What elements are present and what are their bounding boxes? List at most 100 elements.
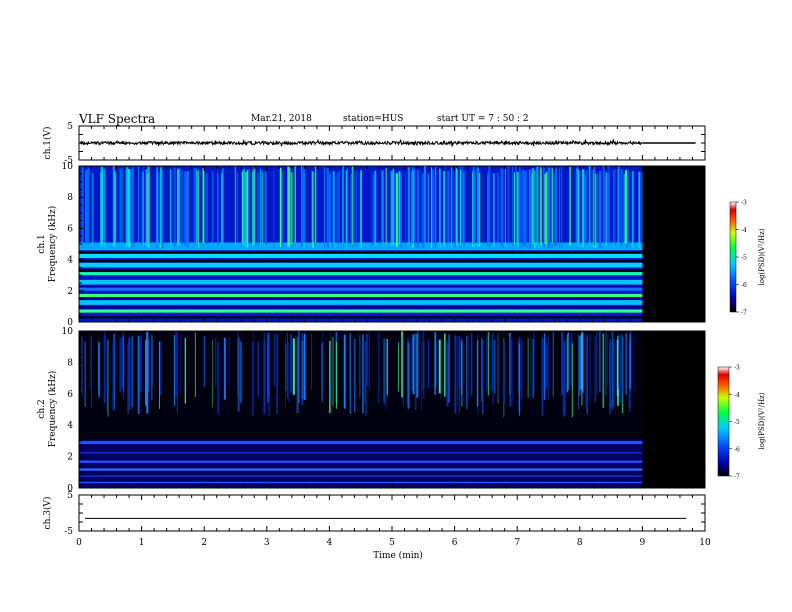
ch1-sferic (288, 168, 291, 245)
ch1-sferic (456, 170, 458, 247)
ch2-sferic (84, 341, 86, 408)
ch2-band-1 (79, 451, 643, 454)
ch2-sferic (228, 337, 230, 387)
colorbar-tick-label: -4 (734, 392, 740, 399)
ch1-sferic (631, 171, 634, 248)
ch2-sferic (273, 333, 276, 387)
ch2-band-3 (79, 468, 643, 471)
ch1-sferic (173, 167, 176, 247)
ch1-sferic (427, 173, 429, 244)
ch2-sferic (410, 336, 413, 391)
ch1-sferic (114, 171, 116, 246)
ch2-band-4 (79, 475, 643, 478)
ch1-sferic (435, 171, 437, 249)
ch2-sferic (571, 343, 573, 418)
ch2-sferic (532, 339, 534, 398)
ch1-sferic (345, 170, 348, 249)
ch2-sferic (160, 341, 162, 396)
ch1-sferic (100, 172, 103, 248)
ch1-sferic (599, 171, 600, 244)
ch1-sferic (501, 168, 504, 248)
ch1-sferic (492, 173, 495, 248)
ch1-sferic (447, 170, 450, 243)
ch1-sferic (195, 168, 197, 245)
ch1-sferic (487, 173, 489, 247)
ch2-sferic (349, 333, 350, 400)
ch2-sferic (377, 331, 380, 404)
ch2-sferic (520, 340, 523, 400)
ch2-sferic (497, 332, 499, 398)
ch2-sferic (137, 335, 140, 414)
xtick-label: 7 (514, 538, 520, 548)
ch1-sferic (594, 173, 597, 248)
ch2-sferic (594, 336, 597, 403)
ch1-sferic (81, 166, 83, 247)
ch2-sferic (435, 334, 437, 388)
ch2-sferic (364, 341, 366, 404)
ch2-sferic (605, 331, 607, 396)
ch2-low-bg (79, 439, 643, 488)
ch2-sferic (422, 331, 425, 391)
ch1-sferic (147, 166, 150, 248)
ch1-sferic (511, 167, 514, 246)
ch1-band-5 (79, 287, 643, 291)
ch2-sferic (296, 336, 299, 414)
ch2-sferic (577, 334, 579, 410)
ch1-sferic (253, 167, 256, 244)
ch1-sferic (303, 166, 305, 248)
ch2-sferic (482, 339, 484, 413)
ch1-sferic (548, 167, 551, 248)
ch1-sferic (500, 168, 503, 246)
ch2-sferic (276, 334, 278, 414)
ch2-sferic (335, 341, 337, 409)
ch2-sferic (98, 342, 101, 398)
ytick-label: 6 (67, 224, 73, 234)
colorbar-tick-label: -3 (741, 200, 747, 207)
ch2-sferic (328, 340, 331, 413)
ch1-sferic (323, 167, 326, 248)
ch1-sferic (395, 173, 398, 247)
ch1-sferic (528, 173, 531, 249)
ch1-sferic (137, 166, 139, 243)
ch2-sferic (128, 337, 131, 410)
ch2-sferic (456, 335, 459, 406)
ch2-sferic (311, 333, 312, 391)
ch1-sferic (443, 171, 446, 246)
ch1-sferic (577, 170, 580, 244)
ch1-sferic (124, 169, 126, 244)
ch1-sferic (553, 173, 556, 247)
ch1-sferic (627, 169, 629, 247)
station-label: station=HUS (343, 114, 404, 124)
ch1-gap-2 (79, 269, 643, 272)
ch1-sferic (626, 171, 628, 248)
ch1-sferic (350, 173, 352, 244)
ch2-sferic (354, 338, 356, 413)
ch1-sferic (450, 167, 453, 249)
ch2-colorbar: -3 -4 -5 -6 -7 log(PSD)(V²/Hz) (717, 365, 766, 481)
ch2-sferic (103, 331, 106, 403)
ch2-sferic (468, 335, 469, 402)
ch2-sferic (176, 332, 178, 413)
ch2-sferic (562, 338, 564, 415)
ch2-sferic (454, 334, 457, 414)
ch1-sferic (142, 171, 145, 247)
ch2-sferic (412, 334, 415, 395)
ch2-sferic (240, 341, 242, 403)
ch2-sferic (596, 331, 598, 394)
ch1-sferic (398, 171, 401, 245)
ch2-sferic (579, 336, 581, 396)
ch1-sferic (516, 172, 519, 247)
ch2-sferic (398, 342, 400, 392)
ch2-sferic (359, 334, 361, 398)
ch1-sferic (372, 173, 375, 245)
ch1-sferic (331, 171, 334, 249)
ch2-sferic (139, 341, 141, 402)
xtick-label: 4 (327, 538, 333, 548)
ch1-sferic (613, 170, 614, 249)
ch1-sferic (345, 171, 346, 249)
ch1-sferic (640, 172, 644, 245)
ch1-sferic (620, 169, 623, 246)
ch1-waveform-line (79, 139, 643, 147)
ch2-sferic (589, 333, 591, 402)
ch2-sferic (470, 333, 473, 396)
